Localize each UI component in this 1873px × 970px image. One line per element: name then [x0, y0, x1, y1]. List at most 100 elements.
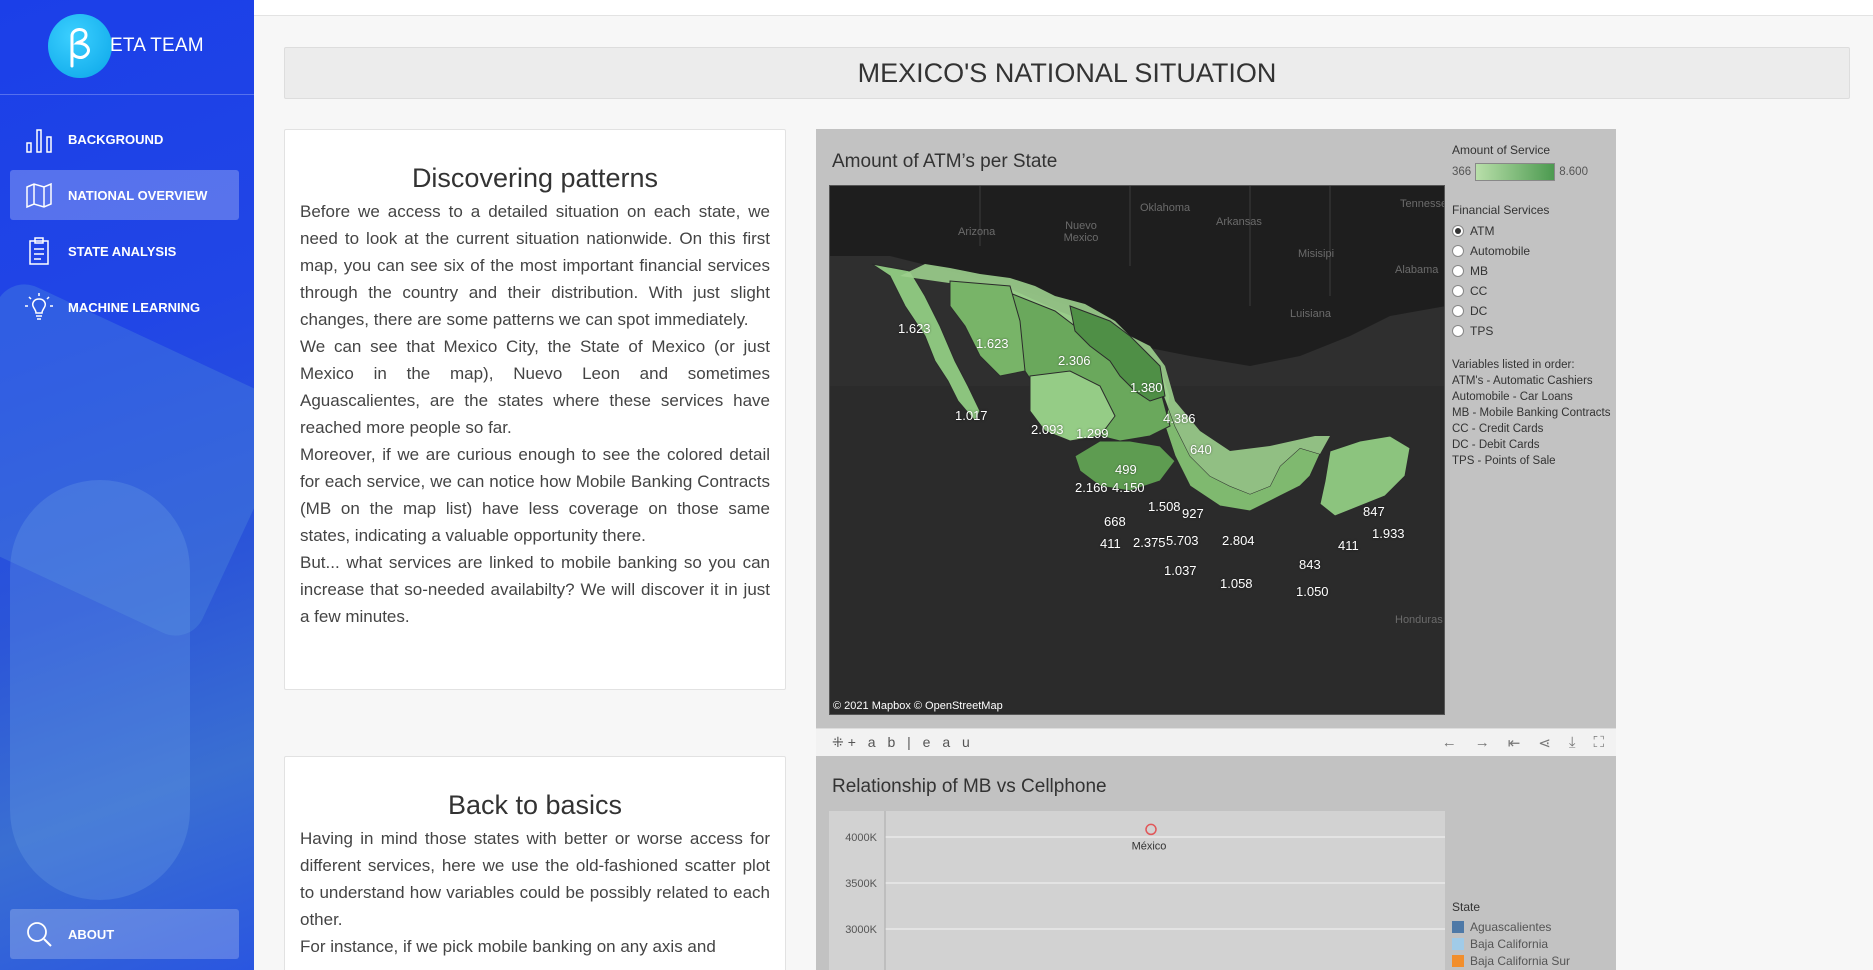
radio-button[interactable]	[1452, 245, 1464, 257]
mexico-map[interactable]: Oklahoma Arkansas Tennessee Arizona Nuev…	[829, 185, 1445, 715]
state-value-label: 2.375	[1133, 535, 1166, 550]
radio-option-cc[interactable]: CC	[1452, 281, 1612, 301]
radio-option-automobile[interactable]: Automobile	[1452, 241, 1612, 261]
fullscreen-icon[interactable]: ⛶	[1593, 733, 1604, 751]
tableau-toolbar: ⁜+ a b | e a u ← → ⇤ ⋖ ⤓ ⛶	[816, 728, 1616, 756]
top-bar	[254, 0, 1873, 16]
state-value-label: 4.386	[1163, 411, 1196, 426]
map-place-label: Arizona	[958, 226, 996, 238]
nav-item-label: MACHINE LEARNING	[68, 299, 201, 315]
nav-item-machine-learning[interactable]: MACHINE LEARNING	[10, 282, 239, 332]
map-place-label: Alabama	[1395, 264, 1439, 276]
nav-item-about[interactable]: ABOUT	[10, 909, 239, 959]
color-scale-max: 8.600	[1559, 166, 1588, 178]
nav-item-national-overview[interactable]: NATIONAL OVERVIEW	[10, 170, 239, 220]
tableau-logo-text: + a b | e a u	[847, 734, 974, 750]
legend-swatch	[1452, 937, 1464, 950]
map-place-label: Luisiana	[1290, 308, 1331, 320]
scatter-svg: 4000K 3500K 3000K México	[845, 811, 1445, 970]
legend-title: Amount of Service	[1452, 143, 1551, 157]
download-icon[interactable]: ⤓	[1568, 733, 1576, 751]
state-value-label: 1.050	[1296, 584, 1329, 599]
variables-list: Variables listed in order: ATM's - Autom…	[1452, 357, 1612, 469]
state-value-label: 1.623	[976, 336, 1009, 351]
map-place-label: Nuevo Mexico	[1063, 220, 1099, 244]
share-icon[interactable]: ⋖	[1538, 734, 1551, 752]
radio-label: ATM	[1470, 224, 1495, 238]
color-gradient-bar	[1475, 163, 1556, 181]
state-value-label: 1.508	[1148, 499, 1181, 514]
undo-icon[interactable]: ←	[1441, 733, 1457, 751]
nav-item-state-analysis[interactable]: STATE ANALYSIS	[10, 226, 239, 276]
y-tick-label: 3500K	[845, 878, 877, 890]
variables-title: Variables listed in order:	[1452, 359, 1575, 371]
text-card-back-to-basics: Back to basics Having in mind those stat…	[284, 756, 786, 970]
redo-icon[interactable]: →	[1474, 733, 1490, 751]
card-paragraph: Having in mind those states with better …	[300, 829, 770, 929]
scatter-point[interactable]	[1145, 823, 1157, 836]
radio-label: TPS	[1470, 324, 1494, 338]
radio-option-dc[interactable]: DC	[1452, 301, 1612, 321]
legend-item[interactable]: Baja California	[1452, 935, 1612, 952]
revert-icon[interactable]: ⇤	[1507, 734, 1521, 752]
clipboard-icon	[29, 237, 49, 265]
search-icon	[27, 922, 52, 947]
legend-label: Aguascalientes	[1470, 919, 1552, 934]
radio-label: DC	[1470, 304, 1488, 318]
map-shapes	[830, 186, 1444, 517]
state-value-label: 4.150	[1112, 480, 1145, 495]
y-tick-label: 3000K	[845, 924, 877, 936]
legend-title: State	[1452, 900, 1481, 914]
card-paragraph: But... what services are linked to mobil…	[300, 553, 770, 626]
state-value-label: 847	[1363, 504, 1385, 519]
state-value-label: 1.037	[1164, 563, 1197, 578]
map-place-label: Arkansas	[1216, 216, 1262, 228]
brand-name: ETA TEAM	[110, 35, 204, 56]
tableau-logo[interactable]: ⁜+ a b | e a u	[832, 734, 974, 751]
radio-button[interactable]	[1452, 305, 1464, 317]
state-value-label: 668	[1104, 514, 1126, 529]
state-value-label: 5.703	[1166, 533, 1199, 548]
radio-button[interactable]	[1452, 285, 1464, 297]
nav-item-background[interactable]: BACKGROUND	[10, 114, 239, 164]
lightbulb-icon	[25, 293, 53, 320]
bar-chart-icon	[26, 129, 52, 153]
map-credit: © 2021 Mapbox © OpenStreetMap	[833, 700, 1003, 712]
state-value-label: 843	[1299, 557, 1321, 572]
state-value-label: 2.166	[1075, 480, 1108, 495]
radio-button[interactable]	[1452, 225, 1464, 237]
radio-button[interactable]	[1452, 265, 1464, 277]
card-heading: Discovering patterns	[411, 163, 659, 193]
color-scale-min: 366	[1452, 166, 1472, 178]
legend-title: Financial Services	[1452, 203, 1550, 217]
tableau-map-viz[interactable]: Amount of ATM’s per State Oklahoma Arkan…	[816, 129, 1616, 728]
nav-item-label: NATIONAL OVERVIEW	[68, 187, 208, 203]
page-title: MEXICO'S NATIONAL SITUATION	[284, 47, 1850, 99]
tableau-logo-icon: ⁜	[832, 734, 848, 750]
scatter-plot[interactable]: 4000K 3500K 3000K México	[829, 811, 1445, 970]
brand[interactable]: ETA TEAM	[48, 14, 204, 78]
legend-item[interactable]: Aguascalientes	[1452, 918, 1612, 935]
legend-swatch	[1452, 954, 1464, 967]
state-value-label: 2.306	[1058, 353, 1091, 368]
variable-item: MB - Mobile Banking Contracts	[1452, 407, 1611, 419]
sidebar-background-shape	[10, 480, 190, 900]
state-value-label: 640	[1190, 442, 1212, 457]
tableau-scatter-viz[interactable]: Relationship of MB vs Cellphone 4000K 350…	[816, 756, 1616, 970]
map-place-label: Misisipi	[1298, 248, 1335, 260]
map-legend: Amount of Service 366 8.600 Financial Se…	[1452, 143, 1612, 469]
radio-option-atm[interactable]: ATM	[1452, 221, 1612, 241]
legend-item[interactable]: Baja California Sur	[1452, 952, 1612, 969]
radio-label: CC	[1470, 284, 1488, 298]
nav-item-label: ABOUT	[68, 926, 115, 942]
state-value-label: 1.299	[1076, 426, 1109, 441]
y-tick-label: 4000K	[845, 832, 877, 844]
nav-item-label: STATE ANALYSIS	[68, 243, 177, 259]
radio-option-mb[interactable]: MB	[1452, 261, 1612, 281]
radio-option-tps[interactable]: TPS	[1452, 321, 1612, 341]
card-heading: Back to basics	[447, 790, 623, 820]
legend-label: Baja California	[1470, 936, 1549, 951]
variable-item: TPS - Points of Sale	[1452, 455, 1556, 467]
radio-button[interactable]	[1452, 325, 1464, 337]
state-legend: State Aguascalientes Baja California Baj…	[1452, 900, 1612, 969]
